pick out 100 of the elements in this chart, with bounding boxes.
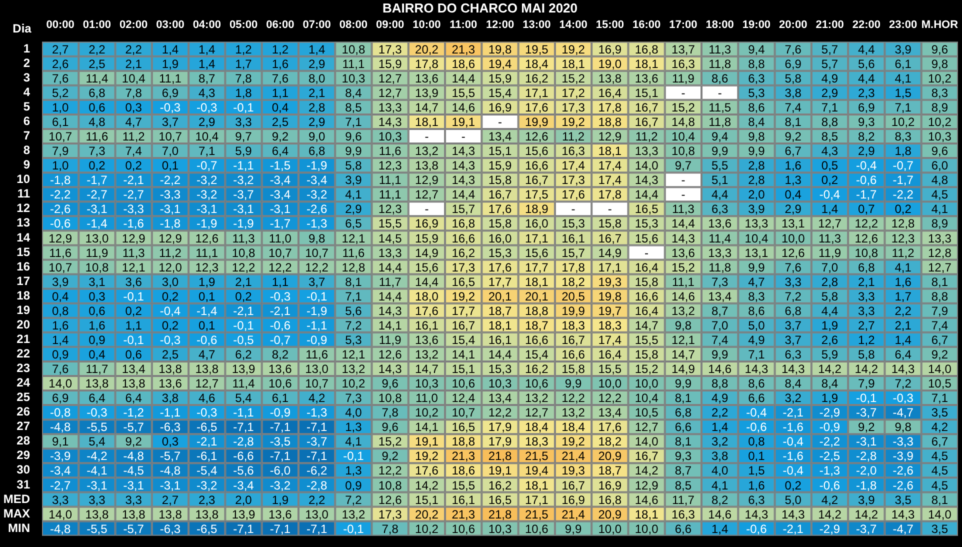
x-tick-label: 14:00 (559, 19, 588, 32)
data-label: 7,3 (88, 144, 106, 158)
data-label: 10,3 (928, 130, 952, 144)
data-label: -6,6 (233, 449, 254, 464)
data-label: 12,6 (524, 130, 549, 144)
data-label: -0,1 (306, 289, 328, 304)
data-label: 11,9 (672, 71, 695, 86)
data-label: 13,3 (708, 246, 732, 260)
data-label: -1,7 (270, 216, 291, 231)
x-tick-label: 15:00 (596, 19, 624, 32)
data-label: 16,6 (634, 289, 659, 304)
data-label: 6,5 (345, 216, 362, 231)
data-label: 13,3 (378, 246, 402, 260)
data-label: 4,1 (345, 188, 362, 202)
data-label: 14,5 (378, 231, 402, 246)
data-label: 11,6 (306, 347, 328, 362)
data-label: 3,2 (784, 391, 802, 406)
data-label: 13,4 (708, 289, 732, 304)
data-label: -6,5 (196, 420, 218, 434)
data-label: 13,0 (85, 231, 109, 246)
data-label: 6,2 (235, 347, 252, 362)
data-label: 0,2 (821, 173, 838, 188)
data-label: 1,2 (272, 42, 289, 56)
data-label: 0,5 (821, 158, 838, 173)
data-label: 3,3 (88, 492, 106, 507)
data-label: 16,7 (598, 231, 622, 246)
data-label: 10,7 (268, 246, 292, 260)
data-label: 2,9 (821, 86, 838, 100)
data-label: 17,8 (415, 56, 439, 71)
data-label: -2,6 (892, 464, 914, 478)
data-label: -2,7 (86, 188, 108, 202)
data-label: 6,1 (52, 115, 69, 130)
data-label: 12,8 (928, 246, 952, 260)
data-label: -3,7 (306, 434, 328, 449)
data-label: 13,6 (708, 216, 732, 231)
data-label: -4,5 (123, 464, 144, 478)
data-label: 7,9 (52, 144, 69, 158)
data-label: 1,4 (821, 202, 838, 216)
data-label: -4,7 (892, 406, 914, 420)
data-label: 1,4 (711, 522, 729, 536)
data-label: 2,2 (711, 406, 729, 420)
y-tick-label: 18 (16, 288, 30, 302)
data-label: -3,5 (270, 434, 291, 449)
data-label: 10,2 (342, 376, 366, 391)
y-tick-label: 28 (16, 434, 30, 448)
y-tick-label: 26 (16, 404, 30, 419)
x-tick-label: 01:00 (82, 19, 112, 32)
data-label: 13,1 (781, 216, 806, 231)
data-label: -7,1 (270, 522, 291, 536)
data-label: 12,4 (452, 391, 476, 406)
data-label: 15,3 (488, 246, 512, 260)
data-label: 2,1 (894, 318, 912, 332)
data-label: 2,9 (345, 202, 362, 216)
data-label: 17,4 (598, 158, 622, 173)
data-label: -2,6 (306, 202, 328, 216)
data-label: 6,4 (125, 391, 142, 406)
data-label: 12,7 (415, 188, 439, 202)
data-label: -0,4 (160, 304, 181, 318)
data-label: 9,2 (272, 130, 289, 144)
data-label: 6,8 (858, 260, 876, 274)
data-label: -1,4 (196, 304, 218, 318)
data-label: 8,6 (711, 71, 729, 86)
data-label: 15,1 (415, 492, 439, 507)
data-label: 13,6 (634, 71, 659, 86)
data-label: 8,1 (931, 274, 948, 289)
data-label: 12,7 (378, 71, 402, 86)
x-tick-label: 19:00 (742, 19, 771, 32)
data-label: 6,9 (858, 100, 876, 114)
data-label: 16,1 (488, 332, 512, 347)
data-label: -0,1 (343, 449, 364, 464)
data-label: 14,4 (378, 289, 402, 304)
data-label: 14,3 (452, 158, 476, 173)
data-label: 20,1 (488, 289, 512, 304)
data-label: 7,6 (784, 42, 802, 56)
data-label: 1,6 (52, 318, 69, 332)
data-label: 11,2 (562, 130, 585, 144)
data-label: 4,3 (198, 86, 216, 100)
data-label: 12,2 (488, 406, 512, 420)
y-tick-label: 20 (16, 317, 30, 332)
data-label: 20,1 (524, 289, 549, 304)
data-label: -1,7 (856, 188, 878, 202)
data-label: 2,7 (858, 318, 876, 332)
data-label: 5,8 (345, 158, 362, 173)
data-label: 12,6 (781, 246, 806, 260)
data-label: 10,3 (488, 376, 512, 391)
text: - (718, 86, 722, 100)
x-tick-label: 17:00 (669, 19, 698, 32)
data-label: -1,1 (233, 158, 254, 173)
data-label: -0,9 (306, 332, 328, 347)
data-label: 19,3 (598, 274, 622, 289)
data-label: 11,5 (708, 100, 732, 114)
y-axis-title: Dia (12, 22, 32, 36)
data-label: 6,6 (674, 522, 692, 536)
data-label: 9,9 (748, 260, 766, 274)
data-label: 13,8 (122, 376, 146, 391)
y-tick-label: 9 (23, 158, 30, 172)
chart-title: BAIRRO DO CHARCO MAI 2020 (382, 0, 578, 16)
data-label: 13,8 (195, 507, 219, 522)
data-label: 0,2 (125, 304, 142, 318)
data-label: 19,5 (524, 42, 549, 56)
